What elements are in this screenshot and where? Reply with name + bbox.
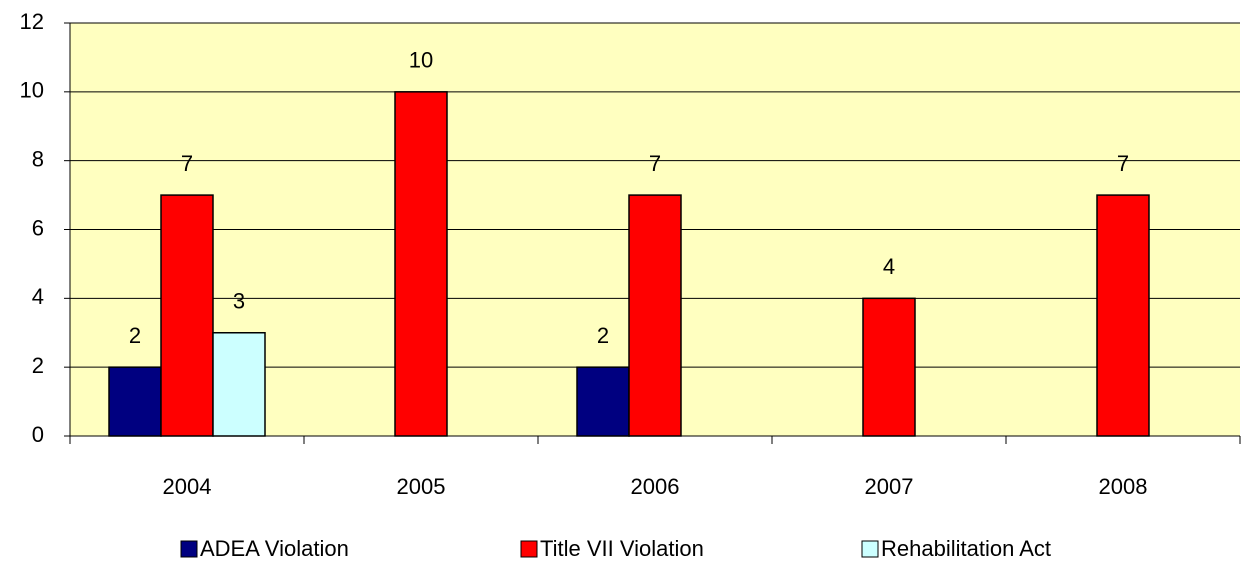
bar — [160, 194, 214, 437]
y-tick-label: 0 — [32, 422, 44, 447]
bar — [394, 91, 448, 437]
bar — [628, 194, 682, 437]
x-tick-label: 2008 — [1099, 474, 1148, 499]
data-label: 7 — [649, 151, 661, 176]
y-tick-label: 4 — [32, 284, 44, 309]
legend-label: ADEA Violation — [200, 536, 349, 561]
y-tick-label: 6 — [32, 215, 44, 240]
x-tick-label: 2005 — [397, 474, 446, 499]
data-label: 3 — [233, 289, 245, 314]
data-label: 10 — [409, 48, 433, 73]
data-label: 2 — [129, 323, 141, 348]
bar — [862, 297, 916, 437]
x-tick-label: 2004 — [163, 474, 212, 499]
data-label: 7 — [181, 151, 193, 176]
y-tick-label: 8 — [32, 146, 44, 171]
bar — [576, 366, 630, 437]
data-label: 4 — [883, 254, 895, 279]
data-label: 7 — [1117, 151, 1129, 176]
legend-label: Rehabilitation Act — [881, 536, 1051, 561]
bar — [1096, 194, 1150, 437]
data-label: 2 — [597, 323, 609, 348]
y-tick-label: 10 — [20, 78, 44, 103]
x-tick-label: 2007 — [865, 474, 914, 499]
bar — [212, 332, 266, 437]
legend-swatch — [520, 540, 538, 558]
legend-label: Title VII Violation — [540, 536, 704, 561]
legend-swatch — [861, 540, 879, 558]
y-tick-label: 2 — [32, 353, 44, 378]
x-tick-label: 2006 — [631, 474, 680, 499]
bar — [108, 366, 162, 437]
legend-swatch — [180, 540, 198, 558]
y-tick-label: 12 — [20, 9, 44, 34]
